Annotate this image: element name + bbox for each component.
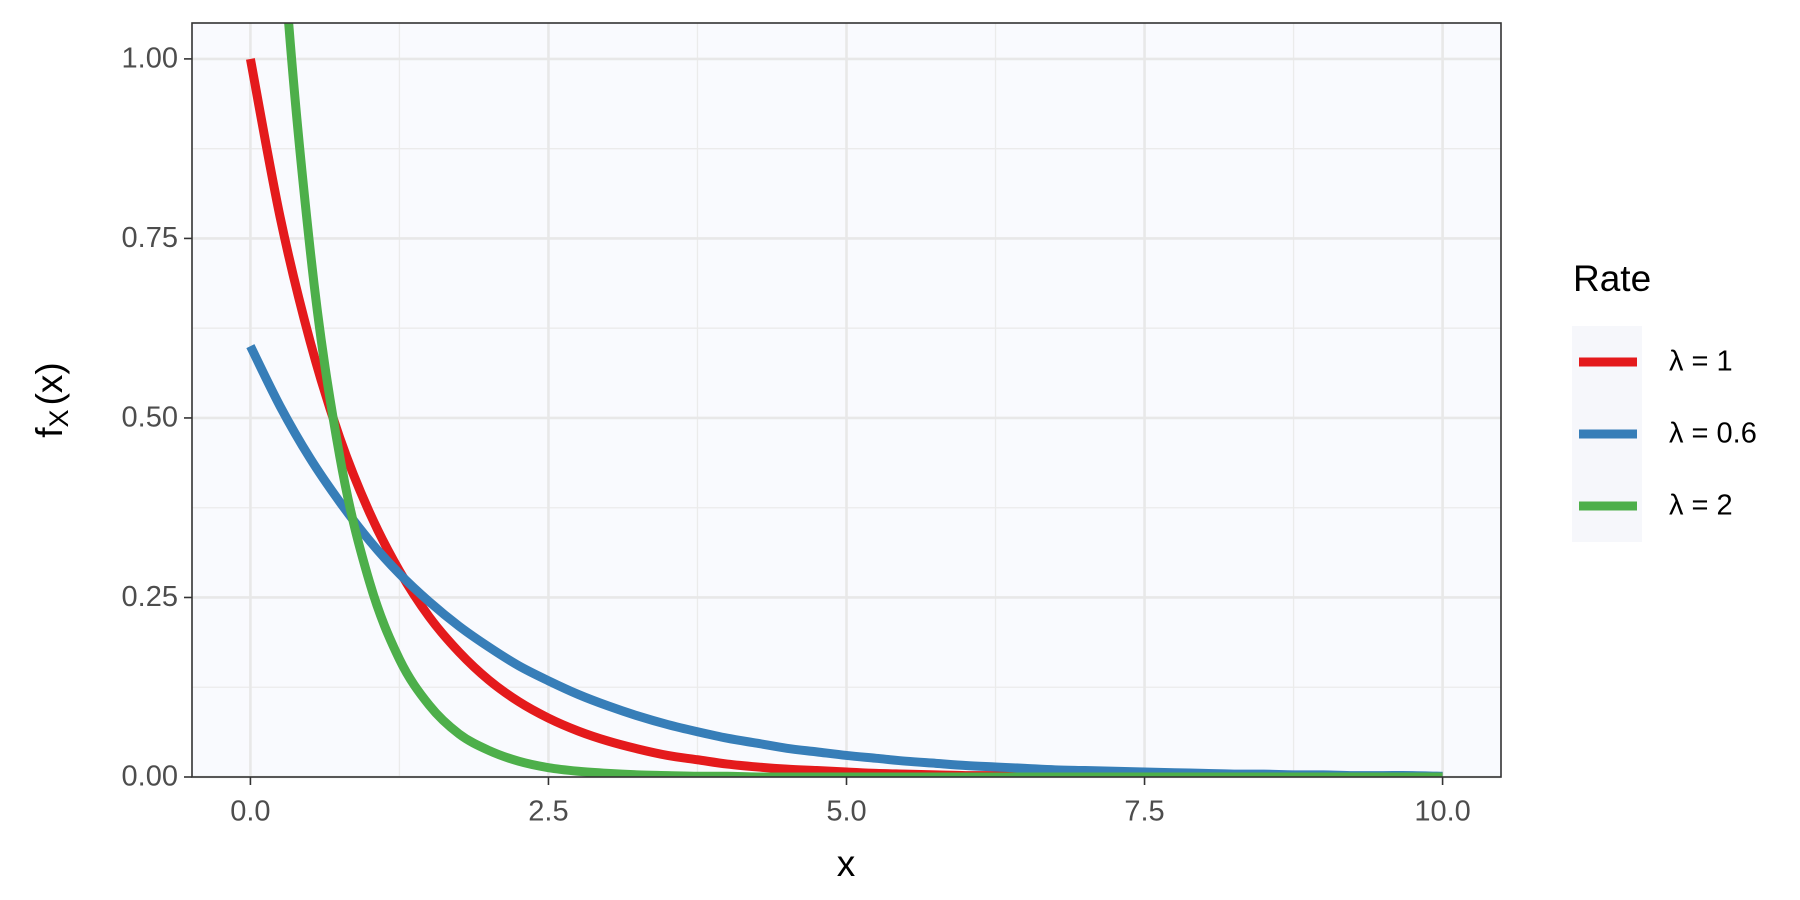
x-tick-label: 2.5	[528, 796, 568, 828]
series-line	[284, 23, 1443, 777]
y-tick-label: 1.00	[122, 43, 178, 75]
x-tick-label: 10.0	[1414, 796, 1470, 828]
legend-label: λ = 0.6	[1669, 418, 1757, 450]
legend-label: λ = 1	[1669, 346, 1733, 378]
x-tick-label: 5.0	[826, 796, 866, 828]
x-tick-label: 7.5	[1124, 796, 1164, 828]
x-axis-title: x	[837, 843, 856, 884]
y-tick-label: 0.75	[122, 222, 178, 254]
y-title-rest: (x)	[29, 362, 70, 405]
y-title-base: f	[29, 427, 70, 438]
series-line	[245, 58, 1443, 777]
legend-label: λ = 2	[1669, 490, 1733, 522]
axes: 0.0 2.5 5.0 7.5 10.0 0.00 0.25 0.50 0.75 1.00	[122, 43, 1471, 828]
legend: Rate λ = 1 λ = 0.6 λ = 2	[1572, 258, 1757, 542]
legend-title: Rate	[1573, 258, 1651, 299]
x-tick-label: 0.0	[230, 796, 270, 828]
y-tick-label: 0.00	[122, 761, 178, 793]
y-tick-label: 0.50	[122, 402, 178, 434]
y-title-sub: X	[44, 409, 74, 427]
y-axis-title: fX (x)	[29, 362, 74, 437]
lines	[245, 23, 1443, 777]
y-tick-label: 0.25	[122, 581, 178, 613]
